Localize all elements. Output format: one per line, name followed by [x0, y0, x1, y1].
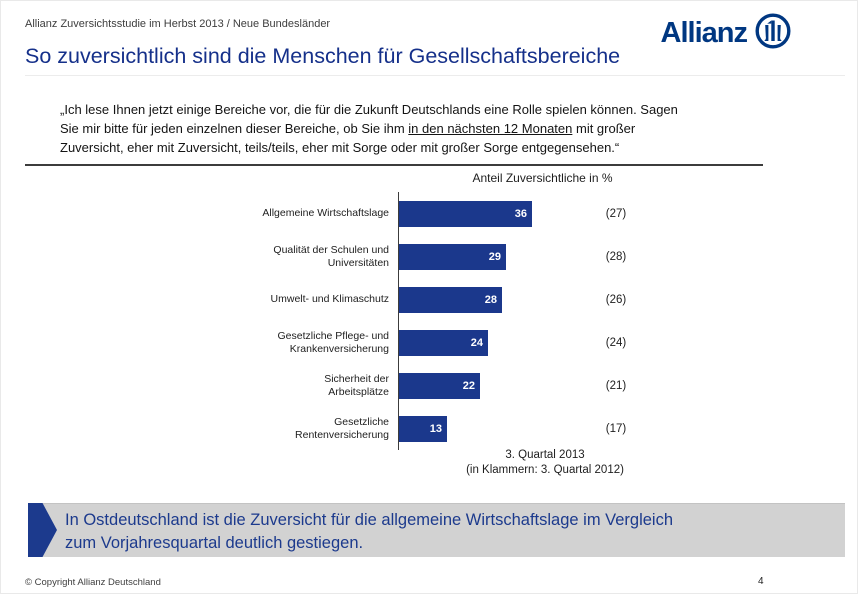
- chart-row: Gesetzliche Rentenversicherung 13 (17): [240, 407, 660, 450]
- chart-row: Umwelt- und Klimaschutz 28 (26): [240, 278, 660, 321]
- quote-line-2: Sie mir bitte für jeden einzelnen dieser…: [60, 121, 636, 136]
- chart-row: Sicherheit der Arbeitsplätze 22 (21): [240, 364, 660, 407]
- bar-value-label: 22: [462, 379, 475, 392]
- category-label: Umwelt- und Klimaschutz: [270, 293, 389, 306]
- bar-q3-2013: 24: [399, 329, 488, 356]
- bar-q3-2013: 22: [399, 372, 480, 399]
- bar-q3-2013: 28: [399, 286, 502, 313]
- copyright-notice: © Copyright Allianz Deutschland: [25, 577, 161, 588]
- category-label: Sicherheit der Arbeitsplätze: [324, 373, 389, 398]
- previous-year-value: (26): [605, 293, 627, 306]
- page-title: So zuversichtlich sind die Menschen für …: [25, 44, 621, 68]
- chart-row: Gesetzliche Pflege- und Krankenversicher…: [240, 321, 660, 364]
- category-label: Gesetzliche Rentenversicherung: [295, 416, 389, 441]
- previous-year-value: (27): [605, 207, 627, 220]
- allianz-logo-text: Allianz: [660, 17, 748, 49]
- chart-row: Qualität der Schulen und Universitäten 29…: [240, 235, 660, 278]
- section-divider: [25, 164, 763, 166]
- bar-q3-2013: 13: [399, 415, 447, 442]
- legend-current-quarter: 3. Quartal 2013: [505, 449, 585, 461]
- page-number: 4: [758, 576, 764, 587]
- previous-year-value: (17): [605, 422, 627, 435]
- bar-value-label: 28: [484, 293, 497, 306]
- bar-value-label: 36: [514, 207, 527, 220]
- legend-previous-quarter: (in Klammern: 3. Quartal 2012): [466, 464, 624, 476]
- title-divider: [25, 75, 845, 76]
- bar-area: 29: [398, 235, 585, 278]
- key-message-box: In Ostdeutschland ist die Zuversicht für…: [37, 503, 845, 557]
- bar-value-label: 24: [470, 336, 483, 349]
- category-label: Gesetzliche Pflege- und Krankenversicher…: [277, 330, 389, 355]
- category-label: Qualität der Schulen und Universitäten: [273, 244, 389, 269]
- quote-line-3: Zuversicht, eher mit Zuversicht, teils/t…: [60, 140, 620, 155]
- bar-chart: Allgemeine Wirtschaftslage 36 (27) Qualität…: [240, 192, 660, 450]
- survey-question-quote: „Ich lese Ihnen jetzt einige Bereiche vo…: [60, 100, 800, 157]
- chart-row: Allgemeine Wirtschaftslage 36 (27): [240, 192, 660, 235]
- bar-area: 13: [398, 407, 585, 450]
- breadcrumb: Allianz Zuversichtsstudie im Herbst 2013…: [25, 18, 331, 30]
- bar-area: 24: [398, 321, 585, 364]
- bar-q3-2013: 29: [399, 243, 506, 270]
- allianz-eagle-icon: [754, 12, 792, 55]
- bar-area: 36: [398, 192, 585, 235]
- quote-line-1: „Ich lese Ihnen jetzt einige Bereiche vo…: [60, 102, 678, 117]
- chart-legend: 3. Quartal 2013 (in Klammern: 3. Quartal…: [430, 448, 660, 478]
- previous-year-value: (21): [605, 379, 627, 392]
- bar-area: 22: [398, 364, 585, 407]
- bar-value-label: 13: [429, 422, 442, 435]
- allianz-logo: Allianz: [661, 12, 792, 55]
- underlined-phrase: in den nächsten 12 Monaten: [408, 121, 573, 136]
- bar-q3-2013: 36: [399, 200, 532, 227]
- chart-title: Anteil Zuversichtliche in %: [472, 171, 613, 185]
- category-label: Allgemeine Wirtschaftslage: [262, 207, 389, 220]
- bar-area: 28: [398, 278, 585, 321]
- previous-year-value: (24): [605, 336, 627, 349]
- previous-year-value: (28): [605, 250, 627, 263]
- bar-value-label: 29: [488, 250, 501, 263]
- key-message-text: In Ostdeutschland ist die Zuversicht für…: [65, 511, 674, 552]
